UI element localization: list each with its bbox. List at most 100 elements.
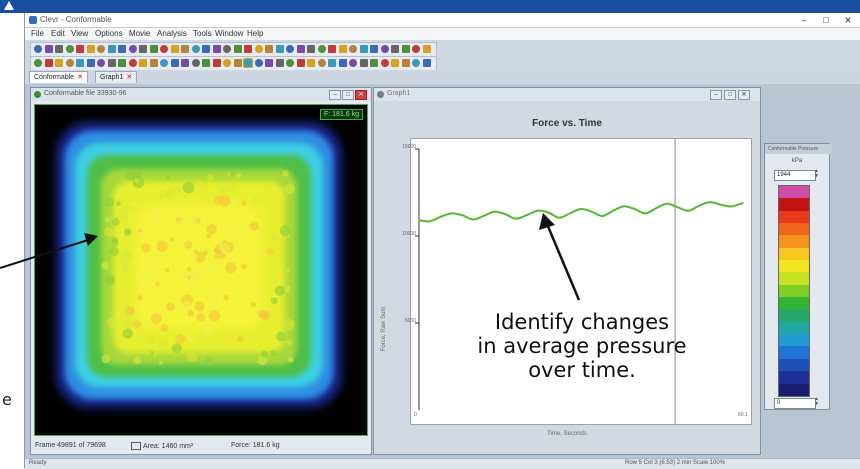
toolbar-button[interactable] bbox=[223, 59, 231, 67]
toolbar-button[interactable] bbox=[191, 59, 200, 67]
toolbar-button[interactable] bbox=[370, 45, 378, 53]
toolbar-button[interactable] bbox=[107, 59, 116, 67]
tab-graph1[interactable]: Graph1 ✕ bbox=[95, 71, 138, 83]
toolbar-button[interactable] bbox=[317, 59, 326, 67]
toolbar-button[interactable] bbox=[170, 45, 179, 53]
toolbar-button[interactable] bbox=[328, 59, 336, 67]
toolbar-button[interactable] bbox=[401, 59, 410, 67]
toolbar-button[interactable] bbox=[128, 59, 137, 67]
menu-window[interactable]: Window bbox=[215, 29, 244, 38]
toolbar-button[interactable] bbox=[170, 59, 179, 67]
graph-minimize-button[interactable]: – bbox=[710, 90, 722, 100]
toolbar-button[interactable] bbox=[412, 45, 420, 53]
toolbar-button[interactable] bbox=[76, 45, 84, 53]
tab-close-icon[interactable]: ✕ bbox=[77, 74, 83, 81]
toolbar-button[interactable] bbox=[160, 59, 168, 67]
toolbar-button[interactable] bbox=[338, 45, 347, 53]
toolbar-button[interactable] bbox=[275, 45, 284, 53]
heatmap-minimize-button[interactable]: – bbox=[329, 90, 341, 100]
toolbar-button[interactable] bbox=[202, 59, 210, 67]
toolbar-button[interactable] bbox=[349, 59, 357, 67]
toolbar-button[interactable] bbox=[212, 45, 221, 53]
toolbar-button[interactable] bbox=[296, 45, 305, 53]
toolbar-button[interactable] bbox=[349, 45, 357, 53]
toolbar-button[interactable] bbox=[128, 45, 137, 53]
heatmap-maximize-button[interactable]: □ bbox=[342, 90, 354, 100]
toolbar-button[interactable] bbox=[265, 45, 273, 53]
toolbar-button[interactable] bbox=[181, 59, 189, 67]
toolbar-button[interactable] bbox=[359, 45, 368, 53]
toolbar-button[interactable] bbox=[412, 59, 420, 67]
toolbar-button[interactable] bbox=[76, 59, 84, 67]
graph-close-button[interactable]: ✕ bbox=[738, 90, 750, 100]
close-button[interactable]: ✕ bbox=[844, 15, 852, 25]
toolbar-button[interactable] bbox=[139, 45, 147, 53]
toolbar-button[interactable] bbox=[380, 45, 389, 53]
toolbar-button[interactable] bbox=[422, 45, 431, 53]
toolbar-button[interactable] bbox=[202, 45, 210, 53]
toolbar-button[interactable] bbox=[55, 45, 63, 53]
toolbar-button[interactable] bbox=[391, 59, 399, 67]
toolbar-button[interactable] bbox=[359, 59, 368, 67]
toolbar-button[interactable] bbox=[212, 59, 221, 67]
toolbar-button[interactable] bbox=[86, 45, 95, 53]
toolbar-button[interactable] bbox=[286, 59, 294, 67]
plot-area[interactable] bbox=[410, 138, 752, 425]
toolbar-button[interactable] bbox=[370, 59, 378, 67]
toolbar-button[interactable] bbox=[34, 45, 42, 53]
legend-min-spinner-icon[interactable]: ▲ ▼ bbox=[814, 396, 819, 407]
toolbar-button[interactable] bbox=[65, 59, 74, 67]
toolbar-button[interactable] bbox=[275, 59, 284, 67]
tab-close-icon[interactable]: ✕ bbox=[126, 74, 133, 81]
toolbar-button[interactable] bbox=[149, 59, 158, 67]
toolbar-button[interactable] bbox=[44, 59, 53, 67]
menu-options[interactable]: Options bbox=[95, 29, 123, 38]
toolbar-button[interactable] bbox=[391, 45, 399, 53]
toolbar-button[interactable] bbox=[107, 45, 116, 53]
menu-analysis[interactable]: Analysis bbox=[157, 29, 187, 38]
toolbar-button[interactable] bbox=[97, 59, 105, 67]
toolbar-button[interactable] bbox=[328, 45, 336, 53]
toolbar-button[interactable] bbox=[65, 45, 74, 53]
toolbar-button[interactable] bbox=[380, 59, 389, 67]
toolbar-button[interactable] bbox=[422, 59, 431, 67]
graph-maximize-button[interactable]: □ bbox=[724, 90, 736, 100]
toolbar-button[interactable] bbox=[86, 59, 95, 67]
toolbar-button[interactable] bbox=[181, 45, 189, 53]
toolbar-button[interactable] bbox=[160, 45, 168, 53]
toolbar-button[interactable] bbox=[55, 59, 63, 67]
toolbar-button[interactable] bbox=[149, 45, 158, 53]
toolbar-button[interactable] bbox=[97, 45, 105, 53]
legend-min-input[interactable]: 0 bbox=[774, 398, 816, 409]
toolbar-button[interactable] bbox=[244, 45, 252, 53]
menu-view[interactable]: View bbox=[71, 29, 89, 38]
toolbar-button[interactable] bbox=[44, 45, 53, 53]
menu-tools[interactable]: Tools bbox=[193, 29, 212, 38]
toolbar-button[interactable] bbox=[118, 45, 126, 53]
toolbar-button[interactable] bbox=[265, 59, 273, 67]
toolbar-button[interactable] bbox=[243, 58, 253, 68]
menu-help[interactable]: Help bbox=[247, 29, 264, 38]
legend-max-spinner-icon[interactable]: ▲ ▼ bbox=[814, 168, 819, 179]
toolbar-button[interactable] bbox=[139, 59, 147, 67]
toolbar-button[interactable] bbox=[233, 45, 242, 53]
toolbar-button[interactable] bbox=[34, 59, 42, 67]
toolbar-button[interactable] bbox=[118, 59, 126, 67]
maximize-button[interactable]: □ bbox=[823, 15, 829, 25]
tab-conformable[interactable]: Conformable ✕ bbox=[29, 71, 88, 83]
toolbar-button[interactable] bbox=[296, 59, 305, 67]
toolbar-button[interactable] bbox=[233, 59, 242, 67]
toolbar-button[interactable] bbox=[317, 45, 326, 53]
toolbar-button[interactable] bbox=[307, 59, 315, 67]
toolbar-button[interactable] bbox=[401, 45, 410, 53]
toolbar-button[interactable] bbox=[307, 45, 315, 53]
toolbar-button[interactable] bbox=[286, 45, 294, 53]
toolbar-button[interactable] bbox=[191, 45, 200, 53]
toolbar-button[interactable] bbox=[223, 45, 231, 53]
toolbar-button[interactable] bbox=[254, 45, 263, 53]
menu-edit[interactable]: Edit bbox=[51, 29, 65, 38]
heatmap-close-button[interactable]: ✕ bbox=[355, 90, 367, 100]
legend-max-input[interactable]: 1944 bbox=[774, 170, 816, 181]
toolbar-button[interactable] bbox=[338, 59, 347, 67]
menu-file[interactable]: File bbox=[31, 29, 44, 38]
